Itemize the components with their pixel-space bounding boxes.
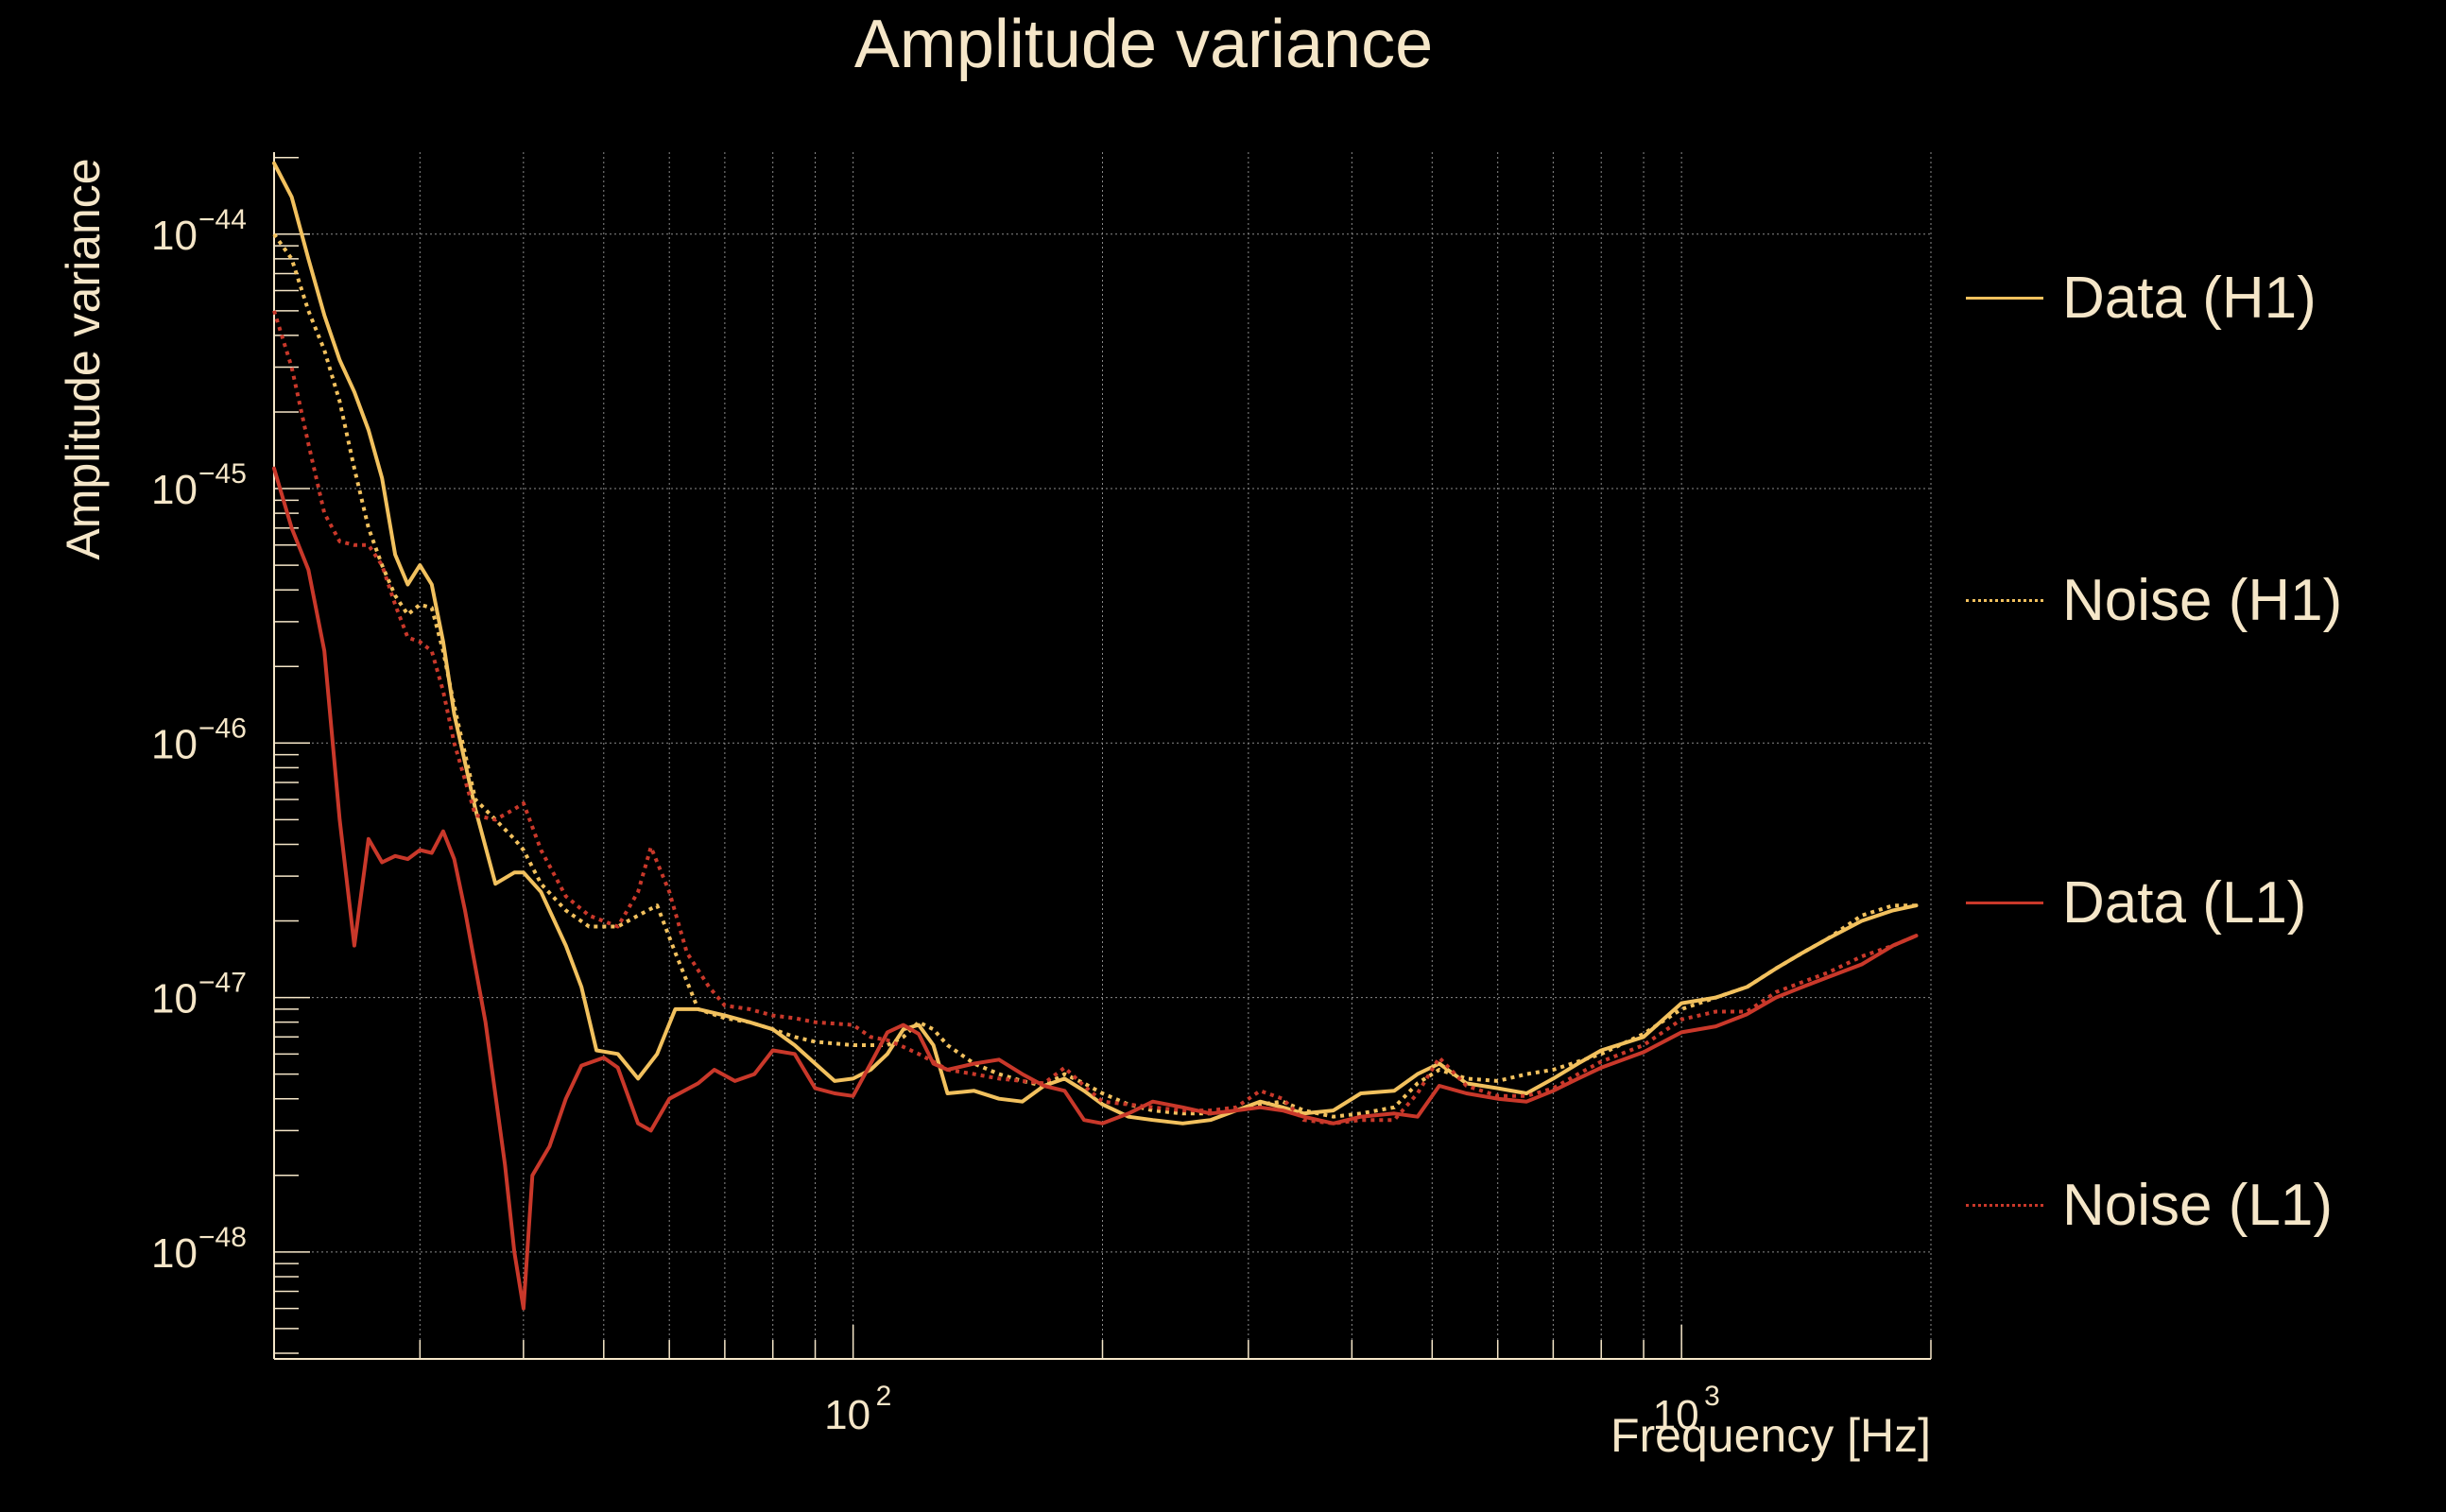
y-tick-exponent: −45 [198,458,247,490]
y-tick-label: 10 −46 [151,713,247,767]
legend-swatch [1966,901,2043,904]
legend-item: Noise (H1) [1966,562,2342,638]
y-tick-exponent: −47 [198,968,247,999]
x-tick-exponent: 2 [876,1381,892,1412]
series-line-3 [272,310,1918,1125]
x-tick-exponent: 3 [1704,1381,1720,1412]
grid [274,152,1932,1359]
y-tick-exponent: −46 [198,713,247,744]
y-tick-exponent: −48 [198,1222,247,1253]
y-tick-base: 10 [151,976,198,1022]
y-tick-label: 10 −47 [151,968,247,1022]
x-tick-label: 10 2 [824,1381,891,1438]
y-tick-exponent: −44 [198,204,247,235]
x-tick-label: 10 3 [1653,1381,1720,1438]
y-tick-base: 10 [151,213,198,259]
series-line-1 [272,232,1917,1119]
legend-swatch [1966,1203,2043,1207]
y-tick-base: 10 [151,721,198,767]
x-tick-base: 10 [824,1392,870,1438]
legend-swatch [1966,598,2043,602]
legend-item: Data (H1) [1966,260,2317,335]
legend-item: Noise (L1) [1966,1167,2333,1243]
legend-label: Data (H1) [2062,265,2317,331]
legend-item: Data (L1) [1966,865,2306,940]
y-tick-label: 10 −45 [151,458,247,513]
legend-label: Data (L1) [2062,869,2307,936]
legend-label: Noise (H1) [2062,567,2343,633]
series-line-0 [272,161,1919,1125]
legend-label: Noise (L1) [2062,1172,2333,1238]
series-line-2 [272,466,1919,1311]
legend-swatch [1966,296,2043,300]
x-axis-label: Frequency [Hz] [1610,1409,1931,1462]
y-tick-label: 10 −48 [151,1222,247,1277]
y-tick-base: 10 [151,467,198,513]
chart-title: Amplitude variance [853,7,1434,82]
y-tick-base: 10 [151,1230,198,1277]
series-lines [272,161,1919,1311]
x-tick-base: 10 [1653,1392,1699,1438]
y-tick-label: 10 −44 [151,204,247,259]
